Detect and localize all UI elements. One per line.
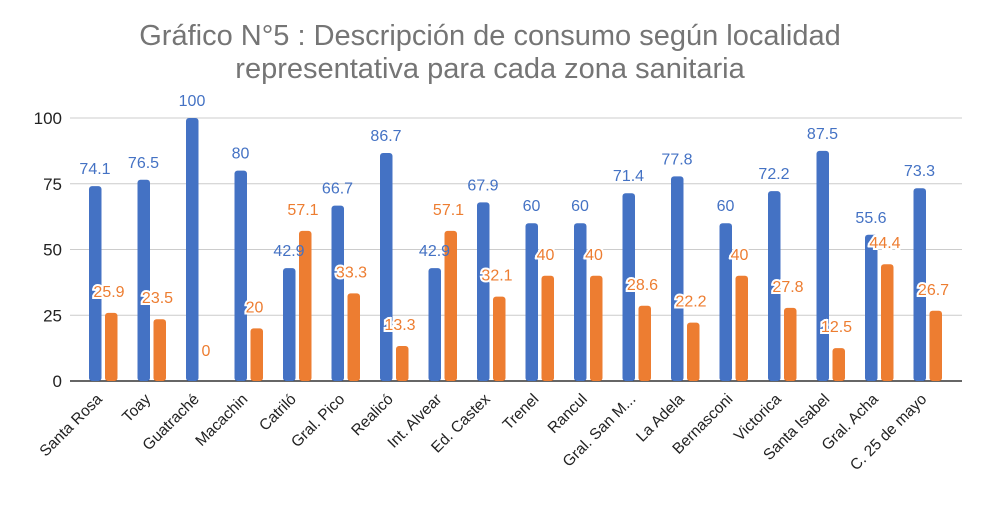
data-label-series-1: 77.8 [661,151,692,168]
data-label-series-1: 60 [717,198,735,215]
x-tick-label: Gral. Pico [288,391,348,451]
data-label-series-1: 42.9 [419,243,450,260]
bar-series-2 [638,305,651,381]
data-label-series-2: 57.1 [287,202,318,219]
bar-series-2 [784,307,797,381]
x-tick-label: Catriló [256,391,300,435]
bar-series-1 [331,205,344,381]
x-tick-label: Macachin [192,391,251,450]
bar-series-2 [881,264,894,381]
data-label-series-2: 23.5 [142,290,173,307]
y-tick-label: 75 [43,175,62,194]
data-label-series-1: 42.9 [273,243,304,260]
bar-series-2 [541,275,554,381]
data-label-series-1: 55.6 [855,210,886,227]
chart-title-line-2: representativa para cada zona sanitaria [235,53,745,85]
bar-series-1 [622,193,635,381]
y-tick-label: 50 [43,241,62,260]
bar-series-2 [396,346,409,381]
data-label-series-2: 57.1 [433,202,464,219]
data-label-series-1: 100 [179,93,206,110]
y-tick-label: 100 [34,109,62,128]
data-label-series-1: 87.5 [807,126,838,143]
bar-series-1 [865,234,878,381]
data-label-series-1: 60 [523,198,541,215]
bar-series-2 [493,296,506,381]
bar-series-2 [347,293,360,381]
bar-series-2 [687,322,700,381]
bar-series-1 [816,150,829,381]
bar-series-2 [929,310,942,381]
y-tick-label: 0 [53,372,62,391]
data-label-series-2: 0 [202,343,211,360]
data-label-series-2: 25.9 [93,284,124,301]
data-label-series-2: 32.1 [481,268,512,285]
bar-series-2 [832,348,845,381]
bar-series-2 [735,275,748,381]
bar-series-1 [719,223,732,381]
bar-series-1 [283,268,296,381]
data-label-series-1: 66.7 [322,181,353,198]
bar-series-1 [89,186,102,381]
bar-series-1 [186,118,199,381]
bar-series-1 [428,268,441,381]
data-label-series-2: 20 [246,299,264,316]
data-label-series-1: 80 [232,146,250,163]
data-label-series-1: 76.5 [128,155,159,172]
data-label-series-1: 73.3 [904,163,935,180]
bar-series-1 [380,152,393,381]
data-label-series-2: 40 [731,247,749,264]
bar-series-1 [574,223,587,381]
bar-series-1 [234,170,247,381]
data-label-series-2: 40 [585,247,603,264]
bar-series-2 [105,312,118,381]
bar-series-2 [299,230,312,381]
bar-series-2 [250,328,263,381]
y-tick-label: 25 [43,306,62,325]
bar-series-1 [525,223,538,381]
data-label-series-2: 28.6 [627,277,658,294]
x-tick-label: Trenel [500,391,543,434]
x-tick-label: Realicó [348,391,397,440]
data-label-series-2: 22.2 [675,294,706,311]
data-label-series-2: 33.3 [336,264,367,281]
data-label-series-2: 12.5 [821,319,852,336]
bar-series-2 [153,319,166,381]
data-label-series-2: 40 [537,247,555,264]
bar-series-1 [768,191,781,381]
bar-series-1 [671,176,684,381]
data-label-series-2: 44.4 [869,235,900,252]
x-tick-label: Santa Rosa [37,391,107,461]
data-label-series-1: 72.2 [758,166,789,183]
x-tick-label: Rancul [545,391,591,437]
data-label-series-1: 86.7 [370,128,401,145]
bar-series-2 [590,275,603,381]
data-label-series-1: 67.9 [467,177,498,194]
data-label-series-1: 60 [571,198,589,215]
chart-title-line-1: Gráfico N°5 : Descripción de consumo seg… [139,20,841,52]
bar-series-1 [137,179,150,381]
bar-series-1 [477,202,490,381]
data-label-series-2: 26.7 [918,282,949,299]
bar-series-2 [444,230,457,381]
x-tick-label: Toay [119,391,154,426]
data-label-series-1: 74.1 [79,161,110,178]
bar-series-1 [913,188,926,381]
data-label-series-1: 71.4 [613,168,644,185]
data-label-series-2: 13.3 [384,317,415,334]
data-label-series-2: 27.8 [772,279,803,296]
